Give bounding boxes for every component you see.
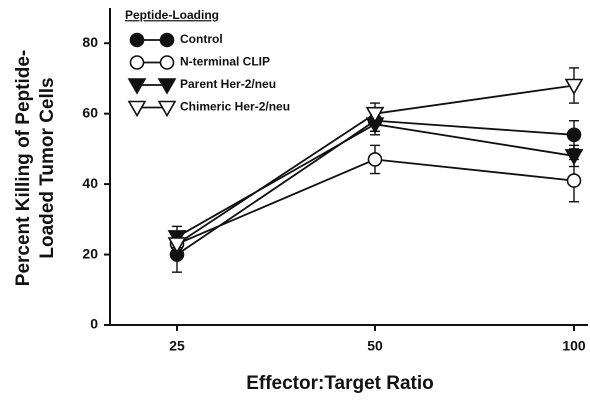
x-tick-label: 50 — [367, 338, 383, 354]
legend-label: Chimeric Her-2/neu — [180, 100, 290, 114]
data-point — [367, 152, 383, 167]
y-tick-label: 80 — [82, 34, 98, 50]
data-point — [365, 106, 385, 124]
data-point — [566, 173, 582, 188]
x-axis-label: Effector:Target Ratio — [246, 373, 434, 394]
legend-title: Peptide-Loading — [125, 8, 219, 22]
data-point — [564, 149, 584, 166]
legend-marker — [157, 100, 177, 118]
legend-label: N-terminal CLIP — [180, 55, 270, 69]
series-line — [176, 119, 575, 256]
x-tick-label: 25 — [169, 338, 185, 354]
y-axis-label: Loaded Tumor Cells — [37, 77, 58, 258]
legend-label: Parent Her-2/neu — [180, 77, 276, 91]
y-tick-label: 40 — [82, 175, 98, 191]
legend-marker — [159, 32, 175, 48]
y-axis-label: Percent Killing of Peptide- — [13, 50, 34, 286]
series-line — [176, 123, 575, 238]
legend-marker — [157, 78, 177, 95]
y-tick-label: 60 — [82, 104, 98, 120]
y-tick-label: 20 — [82, 245, 98, 261]
y-tick-label: 0 — [90, 316, 98, 332]
legend-label: Control — [180, 32, 223, 46]
data-point — [564, 78, 584, 96]
x-tick-label: 100 — [562, 338, 586, 354]
legend-marker — [127, 78, 147, 95]
legend-marker — [129, 32, 145, 48]
legend-marker — [127, 100, 147, 118]
data-point — [566, 127, 582, 143]
data-point — [167, 237, 187, 254]
legend-marker — [159, 55, 175, 70]
legend-marker — [129, 55, 145, 70]
